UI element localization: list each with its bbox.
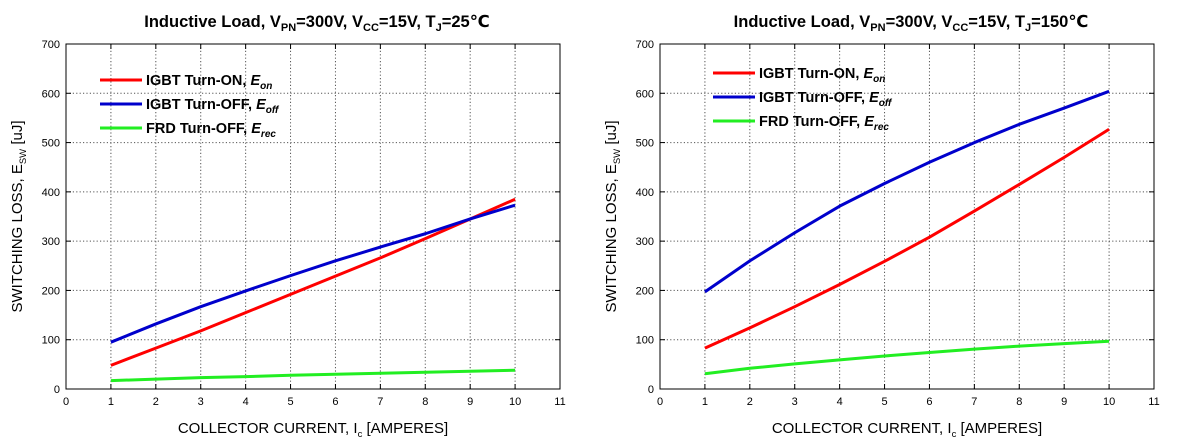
chart-svg: Inductive Load, VPN=300V, VCC=15V, TJ=25… (9, 13, 566, 440)
x-tick-label: 1 (108, 396, 114, 408)
legend: IGBT Turn-ON, Eon IGBT Turn-OFF, Eoff FRD … (100, 73, 280, 140)
series-line-on (704, 127, 1110, 350)
x-tick-label: 7 (377, 396, 383, 408)
x-tick-label: 4 (243, 396, 249, 408)
x-tick-label: 5 (881, 396, 887, 408)
x-tick-label: 9 (467, 396, 473, 408)
legend-label-rec: FRD Turn-OFF, Erec (146, 121, 276, 140)
grid (66, 44, 560, 389)
legend: IGBT Turn-ON, Eon IGBT Turn-OFF, Eoff FRD … (713, 66, 893, 133)
y-tick-label: 0 (54, 384, 60, 396)
y-tick-label: 200 (636, 285, 654, 297)
y-tick-label: 700 (42, 39, 60, 51)
x-tick-label: 6 (332, 396, 338, 408)
chart-svg: Inductive Load, VPN=300V, VCC=15V, TJ=15… (603, 13, 1160, 440)
legend-label-off: IGBT Turn-OFF, Eoff (146, 97, 280, 116)
x-tick-label: 0 (657, 396, 663, 408)
x-tick-label: 2 (153, 396, 159, 408)
x-tick-label: 10 (1103, 396, 1115, 408)
series-line-rec (110, 368, 516, 383)
y-tick-label: 600 (42, 88, 60, 100)
x-tick-label: 3 (792, 396, 798, 408)
series-line-on (110, 197, 516, 367)
y-tick-label: 400 (42, 187, 60, 199)
series-line-rec (704, 339, 1110, 376)
y-axis-label: SWITCHING LOSS, ESW [uJ] (603, 120, 623, 312)
y-axis-label: SWITCHING LOSS, ESW [uJ] (9, 120, 29, 312)
x-tick-label: 6 (926, 396, 932, 408)
y-tick-label: 100 (636, 335, 654, 347)
x-tick-label: 4 (837, 396, 843, 408)
y-tick-label: 500 (42, 138, 60, 150)
y-tick-label: 400 (636, 187, 654, 199)
plot-frame (65, 43, 561, 390)
x-axis-label: COLLECTOR CURRENT, Ic [AMPERES] (178, 420, 448, 440)
x-tick-label: 0 (63, 396, 69, 408)
x-tick-label: 9 (1061, 396, 1067, 408)
legend-label-on: IGBT Turn-ON, Eon (146, 73, 272, 92)
chart-left: Inductive Load, VPN=300V, VCC=15V, TJ=25… (0, 0, 594, 444)
x-axis-label: COLLECTOR CURRENT, Ic [AMPERES] (772, 420, 1042, 440)
legend-label-off: IGBT Turn-OFF, Eoff (759, 90, 893, 109)
series-line-off (704, 89, 1110, 294)
x-tick-label: 11 (554, 396, 565, 408)
y-tick-label: 100 (42, 335, 60, 347)
grid (660, 44, 1154, 389)
x-tick-label: 8 (1016, 396, 1022, 408)
y-tick-label: 200 (42, 285, 60, 297)
y-tick-label: 700 (636, 39, 654, 51)
y-tick-label: 600 (636, 88, 654, 100)
chart-title: Inductive Load, VPN=300V, VCC=15V, TJ=25… (144, 13, 489, 34)
y-tick-label: 0 (648, 384, 654, 396)
x-tick-label: 8 (422, 396, 428, 408)
y-tick-label: 300 (42, 236, 60, 248)
y-tick-label: 300 (636, 236, 654, 248)
legend-label-rec: FRD Turn-OFF, Erec (759, 114, 889, 133)
series-line-off (110, 203, 516, 344)
x-tick-label: 1 (702, 396, 708, 408)
x-tick-label: 5 (287, 396, 293, 408)
x-tick-label: 10 (509, 396, 521, 408)
x-tick-label: 2 (747, 396, 753, 408)
x-tick-label: 11 (1148, 396, 1159, 408)
chart-title: Inductive Load, VPN=300V, VCC=15V, TJ=15… (734, 13, 1089, 34)
x-tick-label: 7 (971, 396, 977, 408)
chart-right: Inductive Load, VPN=300V, VCC=15V, TJ=15… (594, 0, 1188, 444)
x-tick-label: 3 (198, 396, 204, 408)
y-tick-label: 500 (636, 138, 654, 150)
legend-label-on: IGBT Turn-ON, Eon (759, 66, 885, 85)
plot-frame (659, 43, 1155, 390)
